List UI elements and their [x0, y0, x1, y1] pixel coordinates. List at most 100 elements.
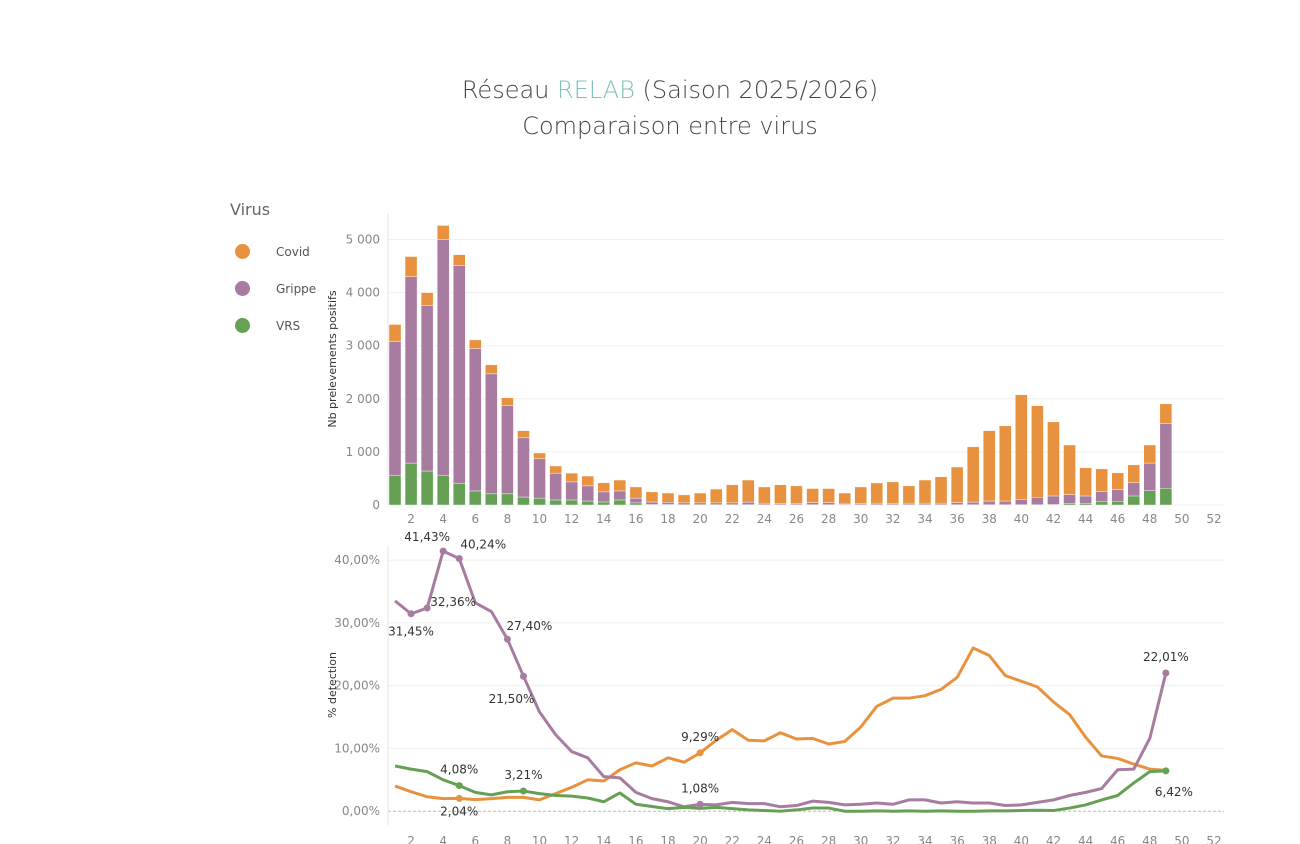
- bar-grippe: [597, 491, 610, 503]
- x-tick-label: 4: [439, 834, 447, 844]
- bar-covid: [918, 479, 932, 504]
- legend-item-grippe[interactable]: Grippe: [230, 270, 316, 307]
- bar-vrs: [501, 493, 514, 506]
- bar-covid: [404, 256, 418, 277]
- data-point-marker: [519, 787, 527, 795]
- bar-grippe: [677, 502, 691, 505]
- bar-covid: [742, 479, 755, 503]
- chart-subtitle: Comparaison entre virus: [522, 112, 818, 140]
- bar-covid: [613, 479, 627, 492]
- bar-grippe: [420, 305, 434, 472]
- y-tick-label: 0: [372, 498, 380, 512]
- bar-covid: [533, 452, 546, 460]
- x-tick-label: 16: [628, 512, 643, 526]
- bar-covid: [934, 476, 948, 504]
- bar-covid: [886, 481, 900, 504]
- legend-item-covid[interactable]: Covid: [230, 233, 316, 270]
- bar-covid: [726, 484, 739, 504]
- x-tick-label: 18: [660, 834, 675, 844]
- x-tick-label: 46: [1110, 834, 1125, 844]
- legend-title: Virus: [230, 200, 271, 219]
- data-label: 4,08%: [440, 763, 478, 777]
- bar-grippe: [1079, 495, 1092, 504]
- bar-vrs: [1127, 495, 1140, 506]
- bar-covid: [870, 482, 883, 504]
- bar-grippe: [469, 348, 482, 492]
- bar-vrs: [1143, 490, 1157, 506]
- bar-vrs: [565, 499, 578, 506]
- x-tick-label: 2: [407, 512, 415, 526]
- bar-grippe: [565, 481, 578, 501]
- bar-grippe: [710, 502, 723, 505]
- legend: Virus Covid Grippe VRS: [230, 200, 316, 344]
- bar-vrs: [549, 499, 562, 506]
- x-tick-label: 2: [407, 834, 415, 844]
- y-tick-label: 3 000: [346, 339, 380, 353]
- y-axis-title: Nb prelevements positifs: [326, 290, 339, 428]
- legend-label: VRS: [276, 318, 301, 333]
- x-tick-label: 4: [439, 512, 447, 526]
- x-tick-label: 46: [1110, 512, 1125, 526]
- bar-grippe: [613, 490, 627, 501]
- bar-grippe: [533, 458, 546, 499]
- bar-vrs: [1159, 488, 1173, 506]
- bar-covid: [983, 430, 996, 502]
- x-tick-label: 38: [982, 834, 997, 844]
- x-tick-label: 24: [757, 512, 772, 526]
- legend-swatch-icon: [235, 244, 250, 259]
- bar-vrs: [453, 483, 466, 506]
- bar-covid: [1095, 468, 1108, 492]
- data-point-marker: [519, 672, 527, 680]
- bar-grippe: [983, 500, 996, 505]
- bar-grippe: [1127, 482, 1140, 497]
- data-point-marker: [455, 782, 463, 790]
- title-suffix: (Saison 2025/2026): [634, 76, 879, 104]
- bar-covid: [822, 488, 835, 503]
- bar-covid: [549, 465, 562, 474]
- bar-grippe: [693, 502, 707, 505]
- bar-grippe: [629, 497, 643, 504]
- y-tick-label: 20,00%: [334, 679, 380, 693]
- bar-grippe: [742, 501, 755, 505]
- x-tick-label: 30: [853, 834, 868, 844]
- x-tick-label: 8: [504, 834, 512, 844]
- bar-covid: [710, 488, 723, 504]
- legend-item-vrs[interactable]: VRS: [230, 307, 316, 344]
- bar-covid: [677, 494, 691, 504]
- data-point-marker: [696, 800, 704, 808]
- bar-covid: [806, 488, 819, 503]
- x-tick-label: 42: [1046, 512, 1061, 526]
- x-tick-label: 30: [853, 512, 868, 526]
- x-tick-label: 12: [564, 512, 579, 526]
- bar-covid: [950, 466, 964, 503]
- x-tick-label: 10: [532, 834, 547, 844]
- x-tick-label: 34: [917, 512, 932, 526]
- bar-grippe: [822, 502, 835, 505]
- data-label: 3,21%: [504, 768, 542, 782]
- bar-covid: [420, 292, 434, 306]
- bar-covid: [693, 492, 707, 504]
- x-tick-label: 8: [504, 512, 512, 526]
- data-label: 2,04%: [440, 804, 478, 818]
- title-accent: RELAB: [557, 76, 635, 104]
- bar-vrs: [629, 502, 643, 506]
- bar-covid: [645, 491, 659, 503]
- bar-grippe: [1143, 462, 1157, 491]
- bar-vrs: [485, 493, 498, 506]
- bar-covid: [1159, 403, 1173, 424]
- x-tick-label: 36: [949, 512, 964, 526]
- bar-grippe: [453, 265, 466, 484]
- x-tick-label: 50: [1174, 512, 1189, 526]
- data-label: 6,42%: [1155, 785, 1193, 799]
- x-tick-label: 22: [725, 834, 740, 844]
- bar-vrs: [420, 470, 434, 506]
- bar-grippe: [1111, 489, 1124, 502]
- bar-grippe: [404, 276, 418, 464]
- data-label: 22,01%: [1143, 650, 1189, 664]
- bar-covid: [453, 254, 466, 266]
- y-tick-label: 40,00%: [334, 553, 380, 567]
- x-tick-label: 48: [1142, 512, 1157, 526]
- bar-covid: [501, 397, 514, 406]
- x-tick-label: 6: [471, 834, 479, 844]
- x-tick-label: 26: [789, 834, 804, 844]
